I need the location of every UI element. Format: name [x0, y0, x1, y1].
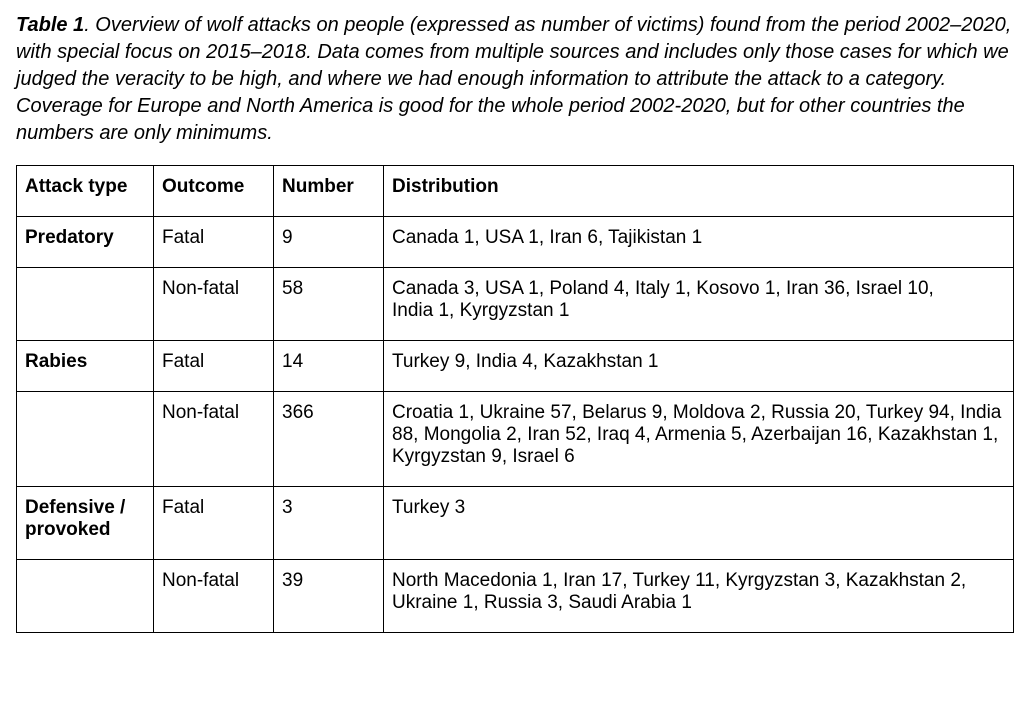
col-number: Number: [274, 166, 384, 217]
cell-outcome: Fatal: [154, 217, 274, 268]
table-caption: Table 1. Overview of wolf attacks on peo…: [16, 12, 1014, 147]
cell-distribution: Croatia 1, Ukraine 57, Belarus 9, Moldov…: [384, 392, 1014, 487]
table-caption-text: . Overview of wolf attacks on people (ex…: [16, 14, 1011, 144]
cell-attack-type: [17, 268, 154, 341]
cell-number: 366: [274, 392, 384, 487]
table-label: Table 1: [16, 14, 84, 36]
table-row: Non-fatal 58 Canada 3, USA 1, Poland 4, …: [17, 268, 1014, 341]
cell-number: 3: [274, 487, 384, 560]
cell-outcome: Non-fatal: [154, 392, 274, 487]
col-distribution: Distribution: [384, 166, 1014, 217]
cell-attack-type: Predatory: [17, 217, 154, 268]
table-row: Defensive / provoked Fatal 3 Turkey 3: [17, 487, 1014, 560]
cell-distribution: Canada 3, USA 1, Poland 4, Italy 1, Koso…: [384, 268, 1014, 341]
cell-outcome: Fatal: [154, 487, 274, 560]
cell-attack-type: [17, 392, 154, 487]
cell-outcome: Non-fatal: [154, 560, 274, 633]
table-row: Rabies Fatal 14 Turkey 9, India 4, Kazak…: [17, 341, 1014, 392]
cell-number: 58: [274, 268, 384, 341]
cell-distribution: North Macedonia 1, Iran 17, Turkey 11, K…: [384, 560, 1014, 633]
cell-outcome: Non-fatal: [154, 268, 274, 341]
col-outcome: Outcome: [154, 166, 274, 217]
cell-number: 39: [274, 560, 384, 633]
data-table: Attack type Outcome Number Distribution …: [16, 165, 1014, 633]
table-row: Non-fatal 366 Croatia 1, Ukraine 57, Bel…: [17, 392, 1014, 487]
col-attack-type: Attack type: [17, 166, 154, 217]
table-row: Non-fatal 39 North Macedonia 1, Iran 17,…: [17, 560, 1014, 633]
cell-distribution: Turkey 3: [384, 487, 1014, 560]
cell-distribution: Canada 1, USA 1, Iran 6, Tajikistan 1: [384, 217, 1014, 268]
table-row: Predatory Fatal 9 Canada 1, USA 1, Iran …: [17, 217, 1014, 268]
cell-attack-type: Rabies: [17, 341, 154, 392]
cell-distribution: Turkey 9, India 4, Kazakhstan 1: [384, 341, 1014, 392]
cell-outcome: Fatal: [154, 341, 274, 392]
table-header-row: Attack type Outcome Number Distribution: [17, 166, 1014, 217]
cell-attack-type: [17, 560, 154, 633]
cell-attack-type: Defensive / provoked: [17, 487, 154, 560]
cell-number: 14: [274, 341, 384, 392]
cell-number: 9: [274, 217, 384, 268]
